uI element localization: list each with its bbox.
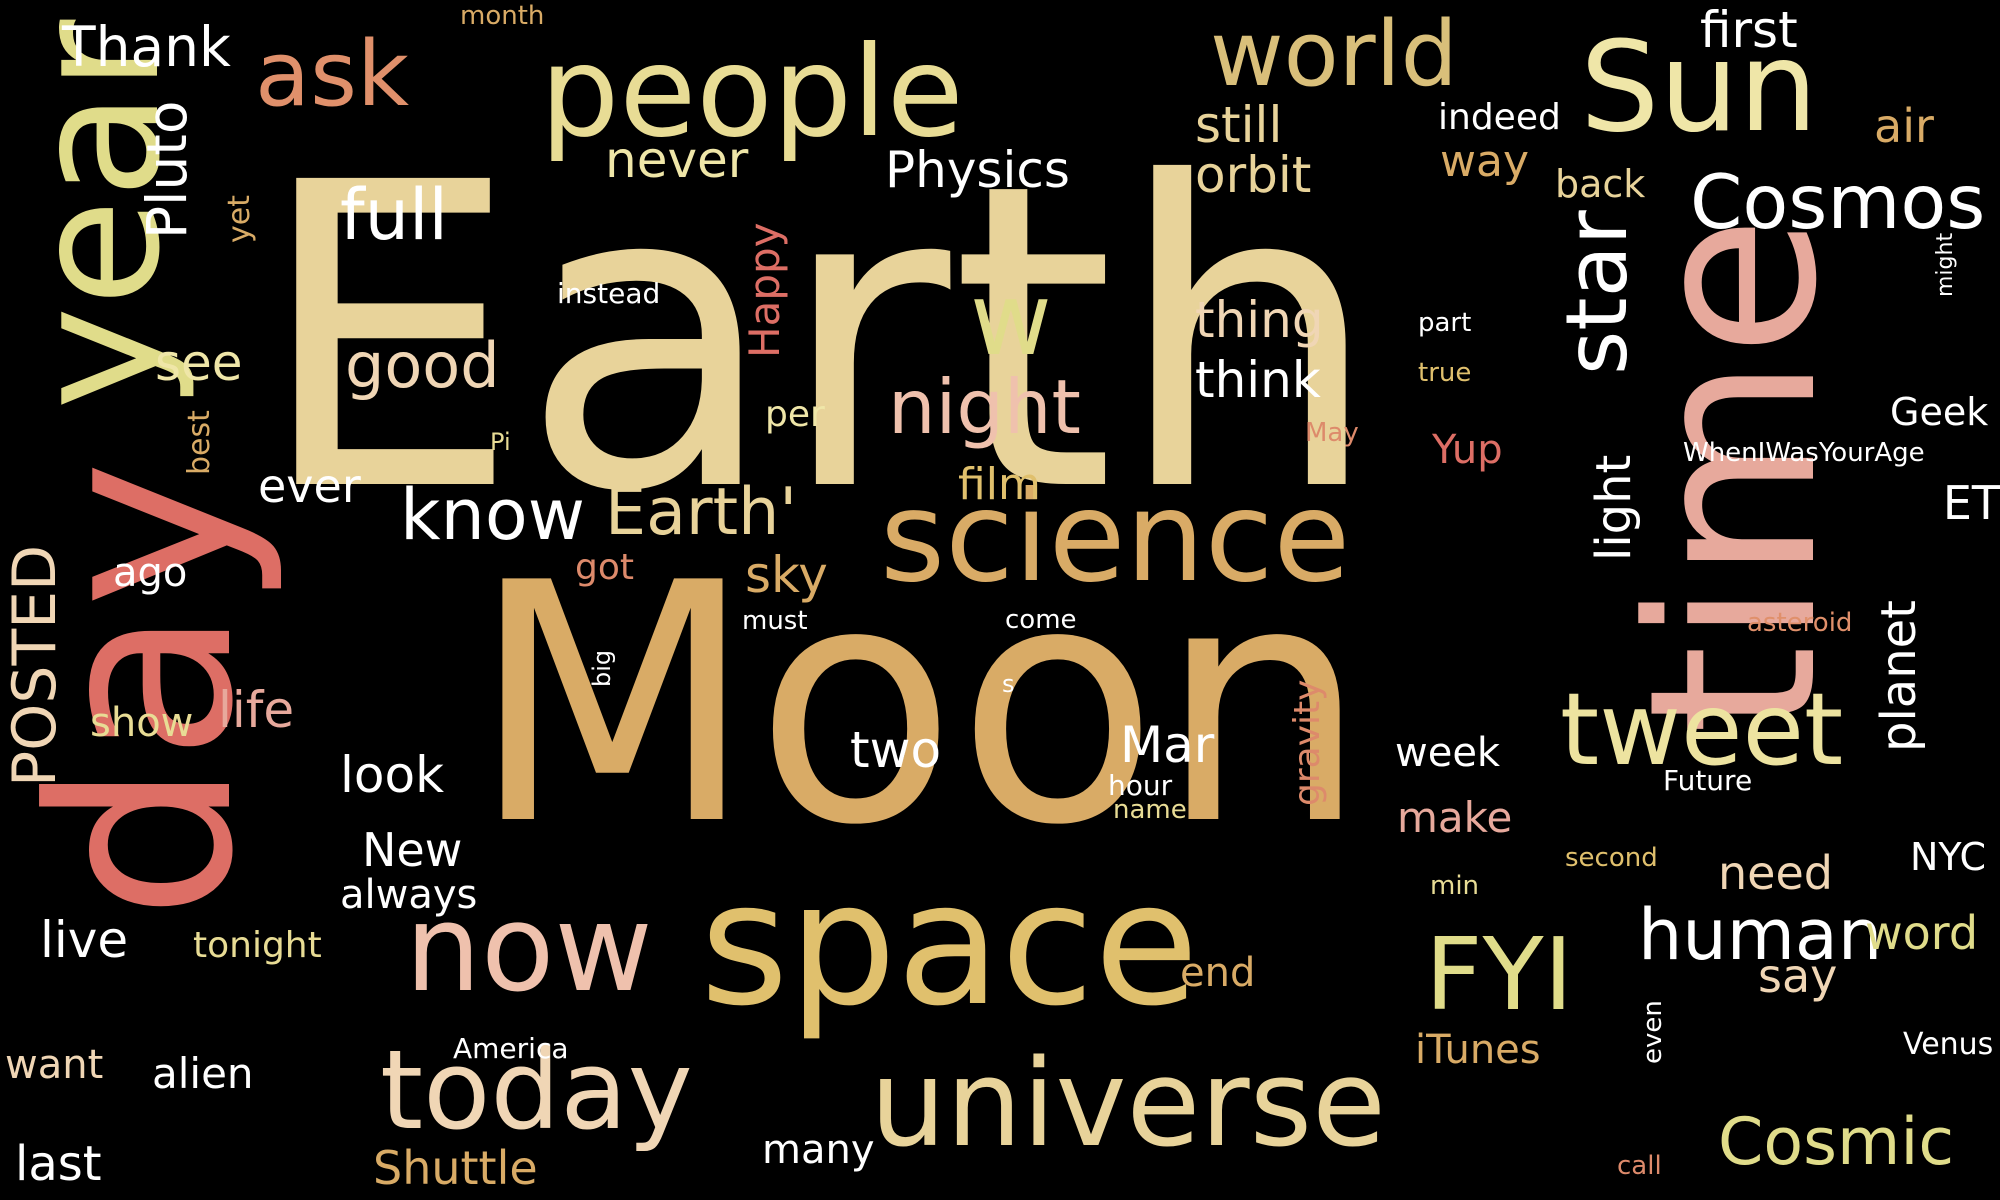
word-sun: Sun — [1580, 15, 1818, 160]
word-orbit: orbit — [1195, 146, 1312, 204]
word-people: people — [540, 20, 964, 165]
word-physics: Physics — [885, 141, 1070, 199]
word-future: Future — [1663, 764, 1753, 797]
word-second: second — [1565, 843, 1658, 873]
word-life: life — [218, 681, 295, 739]
word-nyc: NYC — [1910, 835, 1987, 879]
word-new: New — [362, 823, 463, 877]
word-indeed: indeed — [1438, 97, 1561, 138]
word-itunes: iTunes — [1415, 1027, 1541, 1073]
word-sky: sky — [745, 546, 828, 604]
word-live: live — [40, 911, 129, 969]
word-shuttle: Shuttle — [373, 1141, 538, 1195]
word-min: min — [1430, 871, 1480, 901]
word-geek: Geek — [1890, 390, 1989, 434]
word-america: America — [453, 1032, 569, 1065]
word-last: last — [15, 1136, 102, 1192]
word-yup: Yup — [1432, 427, 1503, 473]
word-never: never — [605, 131, 749, 189]
word-space: space — [700, 846, 1199, 1044]
word-planet: planet — [1871, 600, 1927, 752]
word-star: star — [1548, 210, 1647, 375]
word-may: May — [1305, 418, 1359, 448]
word-today: today — [380, 1026, 693, 1154]
word-ago: ago — [113, 550, 188, 596]
word-make: make — [1397, 793, 1513, 842]
word-even: even — [1638, 1000, 1668, 1064]
word-yet: yet — [222, 195, 257, 243]
word-science: science — [880, 465, 1351, 610]
word-hour: hour — [1108, 769, 1173, 802]
word-moon: Moon — [470, 513, 1368, 897]
word-film: film — [958, 459, 1041, 510]
word-know: know — [400, 474, 585, 556]
word-pi: Pi — [490, 428, 511, 456]
word-w: w — [970, 261, 1052, 378]
word-asteroid: asteroid — [1747, 608, 1853, 638]
word-many: many — [762, 1127, 875, 1173]
word-tonight: tonight — [193, 925, 322, 966]
word-pluto: Pluto — [135, 100, 199, 239]
word-back: back — [1555, 162, 1646, 206]
word-night: night — [888, 363, 1081, 451]
word-world: world — [1210, 2, 1458, 107]
word-wheniwasyourage: WhenIWasYourAge — [1683, 438, 1925, 468]
word-earth: Earth' — [605, 475, 798, 550]
word-et: ET — [1942, 476, 2000, 530]
word-need: need — [1718, 846, 1833, 900]
word-posted: POSTED — [0, 545, 70, 788]
word-good: good — [345, 329, 500, 402]
word-ever: ever — [258, 459, 361, 513]
word-cosmos: Cosmos — [1690, 158, 1986, 246]
word-show: show — [90, 700, 194, 746]
word-tweet: tweet — [1560, 671, 1844, 788]
word-thank: Thank — [62, 15, 231, 79]
word-week: week — [1395, 730, 1501, 776]
word-venus: Venus — [1903, 1027, 1994, 1062]
word-say: say — [1758, 949, 1838, 1003]
word-think: think — [1195, 351, 1321, 409]
word-time: time — [1601, 215, 1868, 735]
word-see: see — [155, 334, 243, 392]
word-light: light — [1586, 455, 1642, 562]
word-always: always — [340, 872, 478, 918]
word-got: got — [575, 547, 634, 588]
word-first: first — [1700, 1, 1798, 59]
word-per: per — [765, 394, 825, 435]
word-universe: universe — [870, 1035, 1386, 1174]
word-name: name — [1113, 795, 1187, 825]
word-big: big — [588, 650, 616, 688]
word-month: month — [460, 1, 545, 31]
word-fyi: FYI — [1425, 916, 1574, 1033]
word-earth: Earth — [255, 95, 1382, 584]
word-human: human — [1638, 894, 1883, 976]
word-alien: alien — [152, 1049, 254, 1098]
word-word: word — [1865, 906, 1979, 960]
word-want: want — [5, 1042, 104, 1088]
word-instead: instead — [557, 277, 661, 310]
word-s: s — [1002, 670, 1015, 698]
word-call: call — [1617, 1151, 1662, 1181]
word-thing: thing — [1195, 291, 1324, 349]
word-full: full — [340, 174, 448, 256]
word-way: way — [1440, 136, 1529, 187]
word-ask: ask — [255, 22, 410, 127]
word-mar: Mar — [1120, 716, 1215, 774]
word-must: must — [742, 606, 808, 636]
word-gravity: gravity — [1287, 680, 1328, 807]
word-end: end — [1180, 950, 1256, 996]
word-part: part — [1418, 308, 1472, 338]
word-still: still — [1195, 96, 1283, 154]
word-best: best — [182, 410, 217, 475]
word-might: might — [1933, 233, 1958, 298]
word-cosmic: Cosmic — [1718, 1105, 1955, 1180]
word-true: true — [1418, 358, 1472, 388]
word-now: now — [405, 880, 653, 1019]
word-look: look — [340, 746, 445, 804]
word-happy: Happy — [740, 222, 789, 358]
word-come: come — [1005, 605, 1077, 635]
word-air: air — [1874, 99, 1934, 153]
word-two: two — [850, 721, 942, 779]
